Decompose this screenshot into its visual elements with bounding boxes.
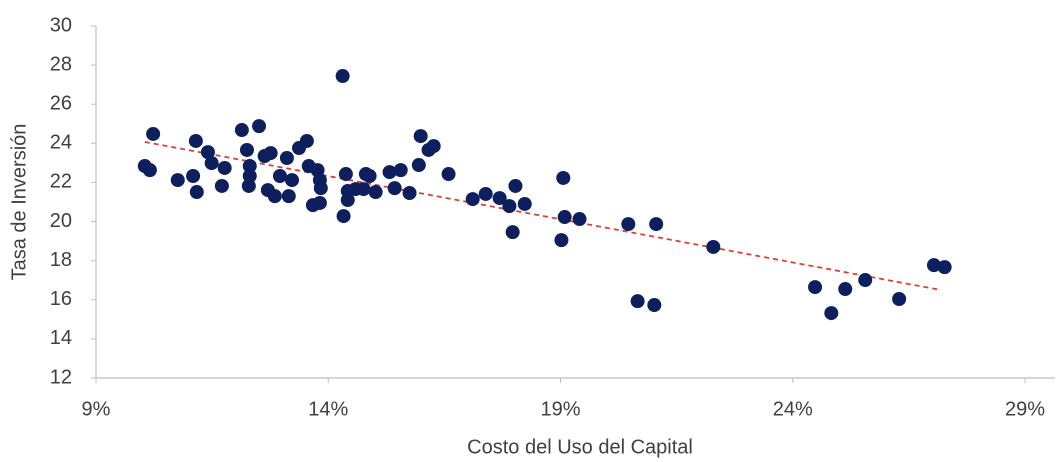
- point: [465, 192, 480, 207]
- point: [649, 217, 664, 232]
- point: [335, 69, 350, 84]
- point: [556, 170, 571, 185]
- point: [252, 119, 267, 134]
- y-tick-label: 20: [50, 210, 72, 232]
- point: [188, 133, 203, 148]
- point: [281, 189, 296, 204]
- x-tick-label: 29%: [1005, 398, 1045, 420]
- y-tick-label: 26: [50, 93, 72, 115]
- point: [313, 181, 328, 196]
- point: [478, 186, 493, 201]
- x-tick-label: 9%: [82, 398, 111, 420]
- point: [647, 298, 662, 313]
- point: [368, 185, 383, 200]
- x-tick-label: 19%: [540, 398, 580, 420]
- point: [189, 185, 204, 200]
- point: [426, 139, 441, 154]
- x-tick-label: 14%: [308, 398, 348, 420]
- point: [387, 181, 402, 196]
- point: [508, 178, 523, 193]
- point: [234, 123, 249, 138]
- point: [299, 133, 314, 148]
- y-tick-label: 22: [50, 171, 72, 193]
- point: [242, 159, 257, 174]
- point: [267, 189, 282, 204]
- point: [492, 191, 507, 206]
- point: [838, 282, 853, 297]
- point: [808, 280, 823, 295]
- point: [142, 163, 157, 178]
- point: [217, 160, 232, 175]
- point: [892, 291, 907, 306]
- point: [242, 168, 257, 183]
- y-tick-label: 14: [50, 327, 72, 349]
- y-tick-label: 30: [50, 14, 72, 36]
- y-tick-label: 24: [50, 132, 72, 154]
- point: [824, 306, 839, 321]
- point: [200, 145, 215, 160]
- point: [411, 158, 426, 173]
- x-tick-label: 24%: [773, 398, 813, 420]
- point: [926, 258, 941, 273]
- point: [572, 212, 587, 227]
- point: [554, 233, 569, 248]
- x-axis-label: Costo del Uso del Capital: [467, 436, 693, 458]
- point: [402, 186, 417, 201]
- point: [170, 173, 185, 188]
- point: [630, 294, 645, 309]
- point: [382, 165, 397, 180]
- point: [937, 260, 952, 275]
- point: [204, 156, 219, 171]
- point: [263, 146, 278, 161]
- point: [186, 168, 201, 183]
- y-tick-label: 12: [50, 366, 72, 388]
- point: [146, 126, 161, 141]
- point: [505, 225, 520, 240]
- point: [312, 195, 327, 210]
- point: [393, 163, 408, 178]
- point: [858, 273, 873, 288]
- point: [441, 167, 456, 182]
- point: [239, 142, 254, 157]
- y-tick-label: 28: [50, 53, 72, 75]
- point: [285, 173, 300, 188]
- point: [621, 217, 636, 232]
- point: [272, 168, 287, 183]
- point: [338, 167, 353, 182]
- point: [362, 168, 377, 183]
- point: [356, 182, 371, 197]
- y-tick-label: 16: [50, 288, 72, 310]
- point: [214, 178, 229, 193]
- point: [413, 129, 428, 144]
- y-tick-label: 18: [50, 249, 72, 271]
- point: [502, 199, 517, 214]
- point: [517, 196, 532, 211]
- trend-line: [144, 141, 942, 291]
- point: [706, 239, 721, 254]
- point: [279, 151, 294, 165]
- y-axis-label: Tasa de Inversión: [8, 124, 30, 281]
- point: [557, 210, 572, 225]
- point: [336, 209, 351, 224]
